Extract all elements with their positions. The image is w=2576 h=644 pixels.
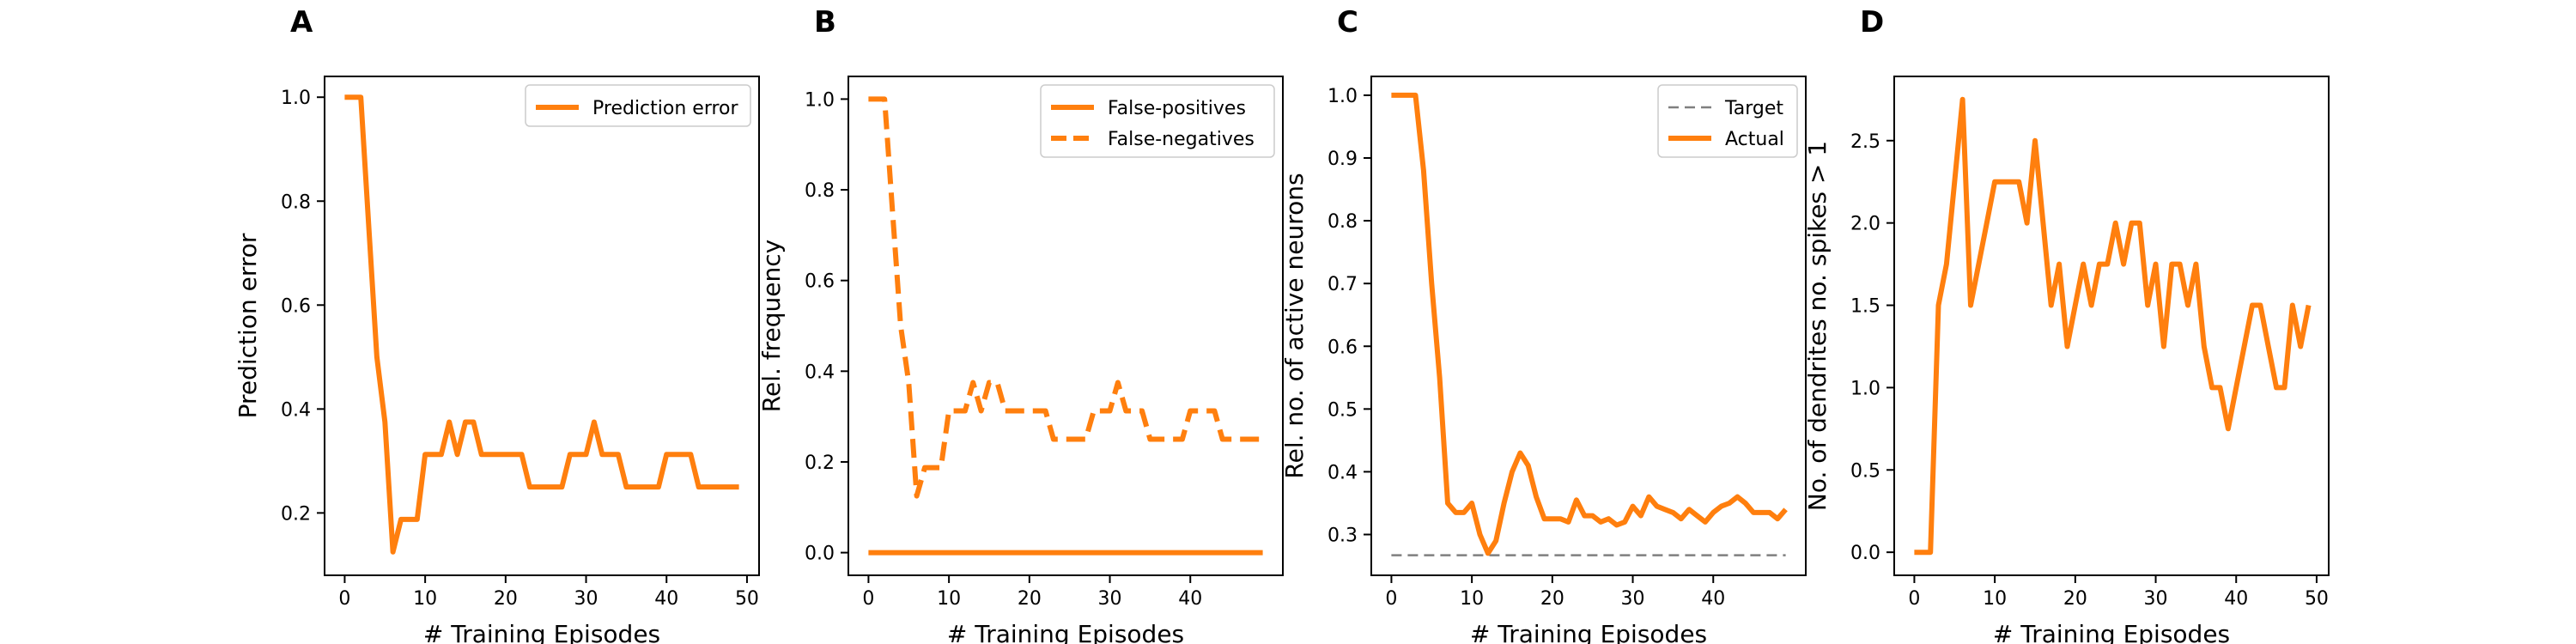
y-tick-label: 0.2: [281, 503, 311, 525]
y-tick-label: 0.6: [281, 295, 311, 317]
chart-panel-c: C 0 10 20 30 40 0.3 0.4 0.5 0.6 0.7 0.8 0.9 1.0 # Trai…: [1280, 5, 1807, 644]
y-axis-label: Rel. frequency: [757, 240, 786, 412]
legend-label: False-negatives: [1108, 129, 1255, 150]
x-tick-label: 10: [937, 588, 961, 610]
panel-letter: A: [290, 5, 313, 39]
chart-panel-d: D 0 10 20 30 40 50 0.0 0.5 1.0 1.5 2.0 2.5 # Training…: [1803, 5, 2330, 644]
series-line-prediction-error: [344, 94, 739, 555]
y-tick-label: 1.0: [281, 88, 311, 109]
y-tick-label: 0.4: [281, 399, 311, 421]
legend: Prediction error: [525, 84, 751, 127]
y-tick-label: 0.4: [1327, 462, 1358, 483]
y-tick-label: 0.4: [805, 361, 835, 383]
x-axis-label: # Training Episodes: [1470, 620, 1707, 644]
y-tick-label: 0.7: [1327, 274, 1358, 295]
y-tick-label: 0.9: [1327, 149, 1358, 170]
x-tick-label: 50: [2305, 588, 2329, 610]
legend-box: [1040, 84, 1275, 158]
x-tick-label: 40: [2224, 588, 2248, 610]
x-tick-label: 10: [413, 588, 437, 610]
y-tick-label: 0.3: [1327, 525, 1358, 546]
series-line-data: [1914, 96, 2312, 556]
panel-letter: B: [814, 5, 836, 39]
x-tick-label: 30: [1098, 588, 1122, 610]
y-tick-label: 0.6: [805, 271, 835, 293]
legend-label: False-positives: [1108, 98, 1246, 119]
chart-panel-b: B 0 10 20 30 40 0.0 0.2 0.4 0.6 0.8 1.0 # Training E…: [757, 5, 1284, 644]
x-tick-label: 30: [1621, 588, 1645, 610]
y-tick-label: 0.2: [805, 453, 835, 474]
x-tick-label: 50: [735, 588, 759, 610]
x-tick-label: 10: [1460, 588, 1484, 610]
y-axis-label: Prediction error: [234, 233, 262, 418]
legend-box: [525, 84, 751, 127]
y-tick-label: 1.0: [1327, 86, 1358, 107]
chart-panel-a: A 0 10 20 30 40 50 0.2 0.4 0.6 0.8 1.0 # Training Ep…: [234, 5, 760, 644]
legend-label: Prediction error: [592, 98, 738, 119]
x-tick-label: 20: [494, 588, 518, 610]
y-tick-label: 0.5: [1850, 460, 1880, 482]
y-axis-label: Rel. no. of active neurons: [1280, 173, 1309, 478]
legend-label: Target: [1724, 98, 1783, 119]
x-tick-label: 0: [862, 588, 874, 610]
y-tick-label: 2.0: [1850, 214, 1880, 235]
legend: Target Actual: [1657, 84, 1798, 158]
series-line-actual: [1391, 92, 1788, 556]
y-tick-label: 0.6: [1327, 337, 1358, 358]
y-tick-label: 0.8: [1327, 211, 1358, 233]
y-tick-label: 1.0: [1850, 378, 1880, 399]
y-tick-label: 2.5: [1850, 131, 1880, 153]
x-axis-label: # Training Episodes: [423, 620, 660, 644]
axes-frame: [848, 76, 1284, 576]
y-tick-label: 0.0: [805, 544, 835, 565]
series-line-false-negatives: [868, 96, 1263, 499]
x-tick-label: 30: [2144, 588, 2168, 610]
y-tick-label: 0.0: [1850, 543, 1880, 564]
x-tick-label: 0: [1385, 588, 1397, 610]
x-tick-label: 30: [574, 588, 598, 610]
x-tick-label: 0: [1908, 588, 1920, 610]
x-tick-label: 20: [1018, 588, 1042, 610]
axes-frame: [324, 76, 760, 576]
legend-label: Actual: [1725, 129, 1784, 150]
panel-letter: C: [1337, 5, 1358, 39]
x-tick-label: 40: [654, 588, 678, 610]
axes-frame: [1370, 76, 1807, 576]
y-tick-label: 1.5: [1850, 296, 1880, 318]
x-tick-label: 20: [2063, 588, 2087, 610]
y-tick-label: 0.8: [281, 191, 311, 213]
x-tick-label: 20: [1540, 588, 1564, 610]
y-tick-label: 0.8: [805, 180, 835, 202]
y-axis-label: No. of dendrites no. spikes > 1: [1803, 141, 1832, 511]
x-tick-label: 40: [1701, 588, 1725, 610]
x-tick-label: 40: [1178, 588, 1202, 610]
y-tick-label: 0.5: [1327, 399, 1358, 421]
y-tick-label: 1.0: [805, 89, 835, 111]
panel-letter: D: [1860, 5, 1884, 39]
x-tick-label: 10: [1983, 588, 2007, 610]
x-axis-label: # Training Episodes: [947, 620, 1184, 644]
x-tick-label: 0: [338, 588, 350, 610]
legend: False-positives False-negatives: [1040, 84, 1275, 158]
axes-frame: [1893, 76, 2330, 576]
x-axis-label: # Training Episodes: [1993, 620, 2230, 644]
